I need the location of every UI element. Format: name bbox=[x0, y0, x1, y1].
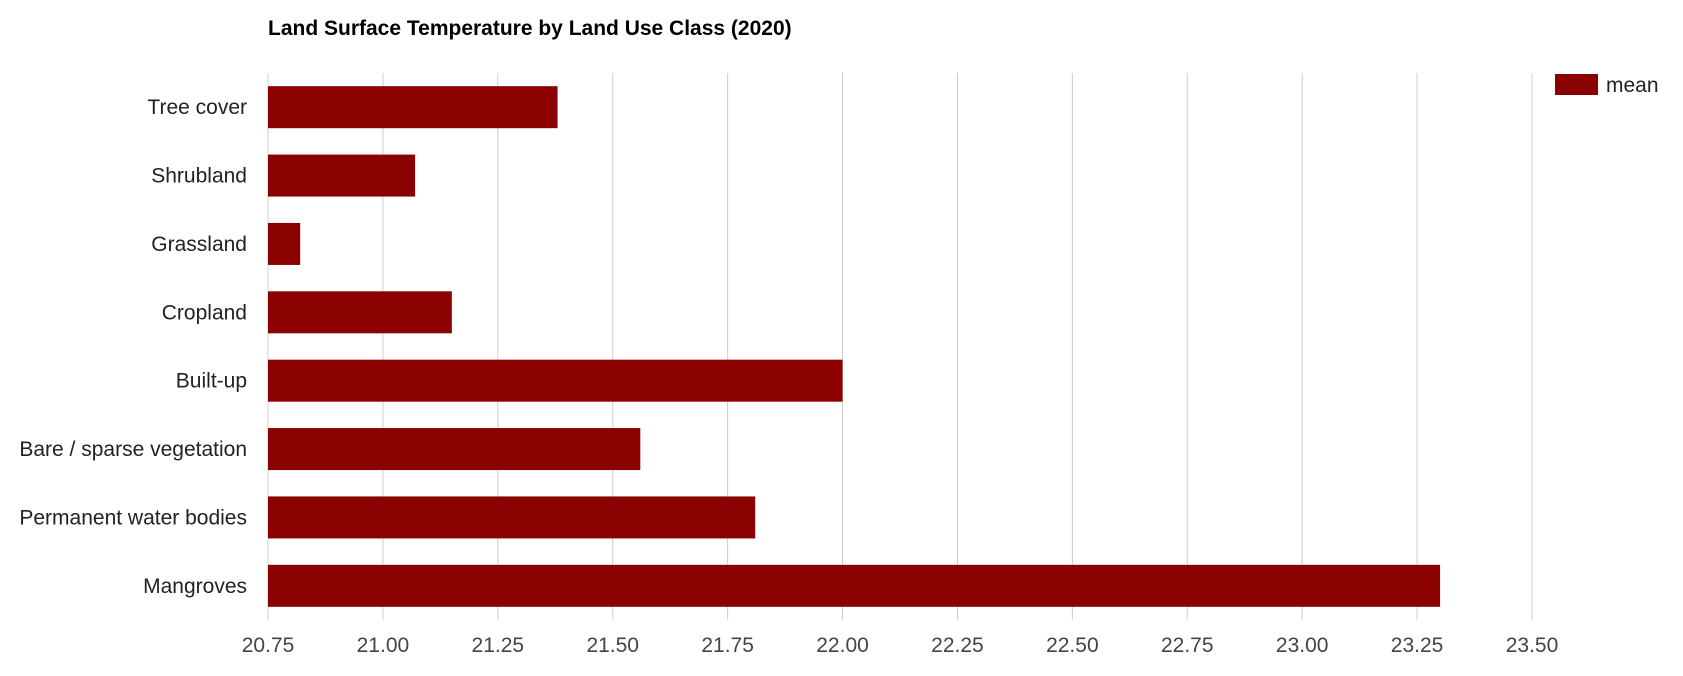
bar bbox=[268, 428, 641, 471]
bar bbox=[268, 86, 558, 129]
x-tick-label: 23.00 bbox=[1276, 634, 1329, 657]
bars bbox=[268, 86, 1441, 607]
legend-label-mean: mean bbox=[1606, 74, 1659, 97]
bar bbox=[268, 222, 301, 265]
x-tick-label: 21.25 bbox=[472, 634, 525, 657]
bar bbox=[268, 564, 1441, 607]
category-label: Shrubland bbox=[151, 165, 247, 188]
bar bbox=[268, 359, 843, 402]
category-label: Permanent water bodies bbox=[19, 506, 247, 529]
bar bbox=[268, 291, 452, 334]
x-tick-label: 21.00 bbox=[357, 634, 410, 657]
x-tick-label: 22.25 bbox=[931, 634, 984, 657]
category-label: Cropland bbox=[162, 301, 247, 324]
category-label: Tree cover bbox=[147, 96, 247, 119]
legend-swatch bbox=[1555, 74, 1598, 95]
chart-title: Land Surface Temperature by Land Use Cla… bbox=[268, 17, 792, 40]
x-tick-label: 22.75 bbox=[1161, 634, 1214, 657]
x-tick-label: 20.75 bbox=[242, 634, 295, 657]
bar bbox=[268, 496, 756, 539]
x-tick-label: 22.50 bbox=[1046, 634, 1099, 657]
category-label: Built-up bbox=[176, 370, 247, 393]
bar bbox=[268, 154, 416, 197]
x-tick-label: 23.50 bbox=[1506, 634, 1559, 657]
x-tick-labels: 20.75 21.00 21.25 21.50 21.75 22.00 22.25 22.50… bbox=[242, 634, 1559, 657]
legend: mean bbox=[1555, 74, 1659, 97]
x-tick-label: 22.00 bbox=[816, 634, 869, 657]
category-label: Grassland bbox=[151, 233, 247, 256]
x-tick-label: 23.25 bbox=[1391, 634, 1444, 657]
category-label: Mangroves bbox=[143, 575, 247, 598]
x-tick-label: 21.75 bbox=[701, 634, 754, 657]
x-tick-label: 21.50 bbox=[586, 634, 639, 657]
category-labels: Tree cover Shrubland Grassland Cropland Buil… bbox=[19, 96, 247, 598]
category-label: Bare / sparse vegetation bbox=[19, 438, 247, 461]
